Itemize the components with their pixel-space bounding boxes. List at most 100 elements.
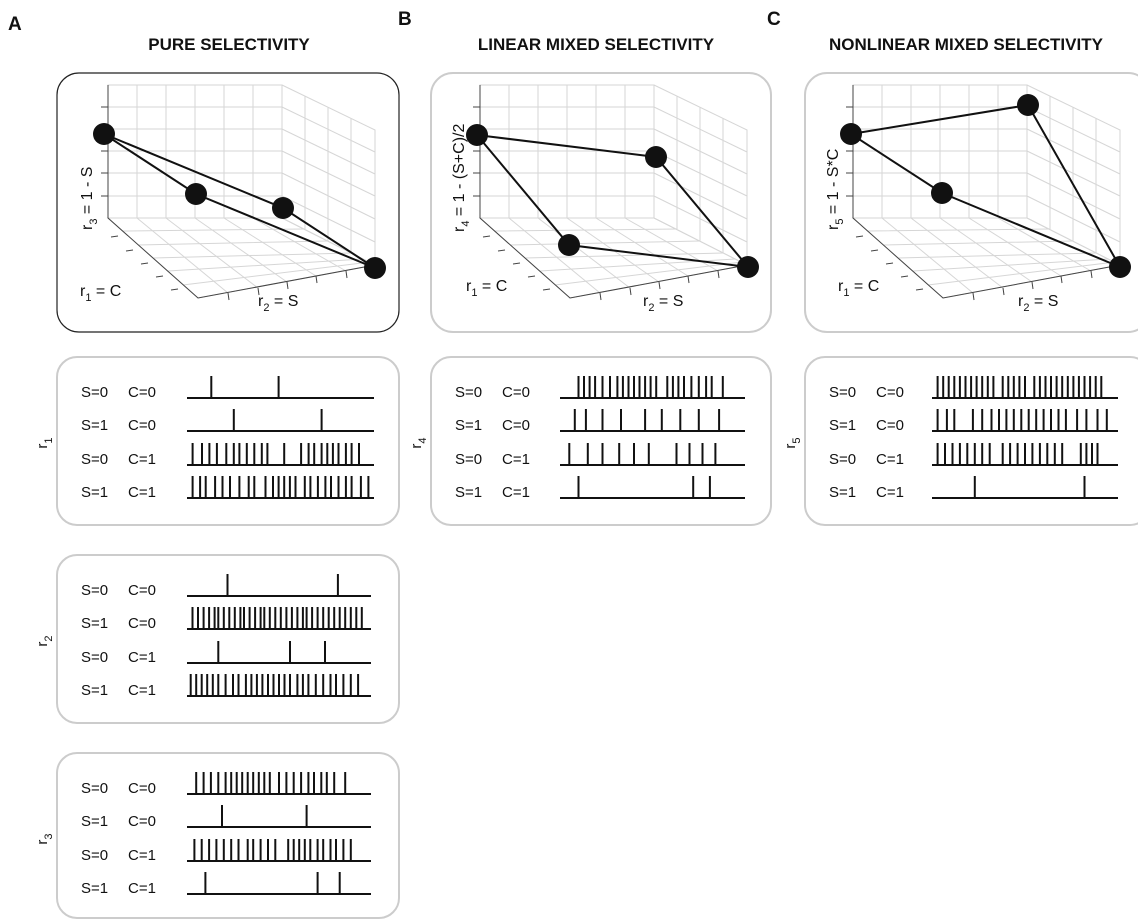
stimulus-label: S=0: [81, 582, 108, 599]
stimulus-label: S=1: [829, 484, 856, 501]
raster-r1: r1 S=0 C=0 S=1 C=0 S=0 C=1 S=1 C=1: [34, 376, 374, 501]
raster-row: S=1 C=1: [455, 476, 745, 501]
panel-c-z-axis-label: r5 = 1 - S*C: [825, 149, 846, 230]
context-label: C=1: [128, 451, 156, 468]
context-label: C=1: [876, 484, 904, 501]
raster-row: S=0 C=1: [455, 443, 745, 468]
panel-b-z-axis-label: r4 = 1 - (S+C)/2: [451, 124, 472, 232]
panel-c-title: NONLINEAR MIXED SELECTIVITY: [829, 35, 1104, 54]
context-label: C=1: [502, 484, 530, 501]
panel-b-x-axis-label: r1 = C: [466, 278, 507, 299]
raster-row: S=0 C=0: [81, 772, 371, 797]
stimulus-label: S=0: [829, 451, 856, 468]
panel-c-x-axis-label: r1 = C: [838, 278, 879, 299]
node-s0c0: [840, 123, 862, 145]
raster-row: S=1 C=1: [81, 872, 371, 897]
panel-c-cube-grid: [846, 84, 1122, 301]
panel-c-y-axis-label: r2 = S: [1018, 293, 1058, 314]
panel-c-raster-box-r5: [804, 356, 1138, 526]
stimulus-label: S=1: [81, 417, 108, 434]
context-label: C=1: [128, 649, 156, 666]
neuron-label: r1: [34, 437, 55, 448]
node-s1c1: [364, 257, 386, 279]
context-label: C=0: [502, 417, 530, 434]
panel-a-cube-nodes: [93, 123, 386, 279]
node-s0c0: [93, 123, 115, 145]
stimulus-label: S=1: [81, 615, 108, 632]
panel-b: B LINEAR MIXED SELECTIVITY r4: [398, 9, 772, 526]
raster-row: S=1 C=0: [455, 409, 745, 434]
stimulus-label: S=0: [81, 649, 108, 666]
stimulus-label: S=1: [81, 880, 108, 897]
panel-a-y-axis-label: r2 = S: [258, 293, 298, 314]
panel-a-letter: A: [8, 14, 22, 35]
stimulus-label: S=0: [81, 451, 108, 468]
raster-r3: r3 S=0 C=0 S=1 C=0 S=0 C=1 S=1 C=1: [34, 772, 371, 897]
node-s0c1: [931, 182, 953, 204]
node-s1c0: [1017, 94, 1039, 116]
raster-row: S=1 C=1: [829, 476, 1118, 501]
raster-r2: r2 S=0 C=0 S=1 C=0 S=0 C=1 S=1 C=1: [34, 574, 371, 699]
panel-b-cube-frame: [430, 72, 772, 333]
panel-a-z-axis-label: r3 = 1 - S: [79, 167, 100, 230]
stimulus-label: S=0: [81, 847, 108, 864]
panel-b-title: LINEAR MIXED SELECTIVITY: [478, 35, 715, 54]
neuron-label: r5: [782, 437, 803, 448]
panel-a-x-axis-label: r1 = C: [80, 283, 121, 304]
node-s0c0: [466, 124, 488, 146]
stimulus-label: S=1: [81, 682, 108, 699]
context-label: C=0: [128, 813, 156, 830]
node-s1c1: [1109, 256, 1131, 278]
context-label: C=0: [876, 384, 904, 401]
stimulus-label: S=0: [829, 384, 856, 401]
raster-row: S=0 C=0: [81, 574, 371, 599]
raster-r4: r4 S=0 C=0 S=1 C=0 S=0 C=1 S=1 C=1: [408, 376, 745, 501]
context-label: C=0: [128, 384, 156, 401]
stimulus-label: S=0: [455, 384, 482, 401]
context-label: C=1: [128, 847, 156, 864]
neuron-label: r2: [34, 635, 55, 646]
context-label: C=1: [128, 880, 156, 897]
context-label: C=1: [128, 484, 156, 501]
stimulus-label: S=0: [81, 384, 108, 401]
raster-row: S=1 C=1: [81, 674, 371, 699]
node-s0c1: [558, 234, 580, 256]
panel-b-y-axis-label: r2 = S: [643, 293, 683, 314]
stimulus-label: S=1: [455, 484, 482, 501]
stimulus-label: S=0: [81, 780, 108, 797]
context-label: C=0: [128, 582, 156, 599]
panel-c-cube-frame: [804, 72, 1138, 333]
raster-row: S=0 C=1: [81, 839, 371, 864]
context-label: C=0: [128, 417, 156, 434]
raster-r5: r5 S=0 C=0 S=1 C=0 S=0 C=1 S=1 C=1: [782, 376, 1118, 501]
node-s1c0: [645, 146, 667, 168]
context-label: C=1: [128, 682, 156, 699]
raster-row: S=0 C=1: [829, 443, 1118, 468]
neuron-label: r3: [34, 833, 55, 844]
panel-b-letter: B: [398, 9, 412, 30]
context-label: C=0: [502, 384, 530, 401]
panel-c-cube-nodes: [840, 94, 1131, 278]
stimulus-label: S=1: [829, 417, 856, 434]
panel-b-cube-nodes: [466, 124, 759, 278]
stimulus-label: S=1: [81, 484, 108, 501]
panel-a-cube-frame: [56, 72, 400, 333]
context-label: C=1: [502, 451, 530, 468]
context-label: C=0: [128, 780, 156, 797]
raster-row: S=1 C=0: [81, 607, 371, 632]
neuron-label: r4: [408, 437, 429, 448]
raster-row: S=0 C=0: [81, 376, 374, 401]
raster-row: S=0 C=0: [829, 376, 1118, 401]
context-label: C=1: [876, 451, 904, 468]
raster-row: S=1 C=0: [829, 409, 1118, 434]
raster-row: S=0 C=0: [455, 376, 745, 401]
stimulus-label: S=1: [455, 417, 482, 434]
context-label: C=0: [876, 417, 904, 434]
node-s1c0: [272, 197, 294, 219]
node-s0c1: [185, 183, 207, 205]
raster-row: S=1 C=0: [81, 805, 371, 830]
panel-a: A PURE SELECTIVITY: [8, 14, 400, 919]
raster-row: S=0 C=1: [81, 641, 371, 666]
panel-a-title: PURE SELECTIVITY: [148, 35, 310, 54]
